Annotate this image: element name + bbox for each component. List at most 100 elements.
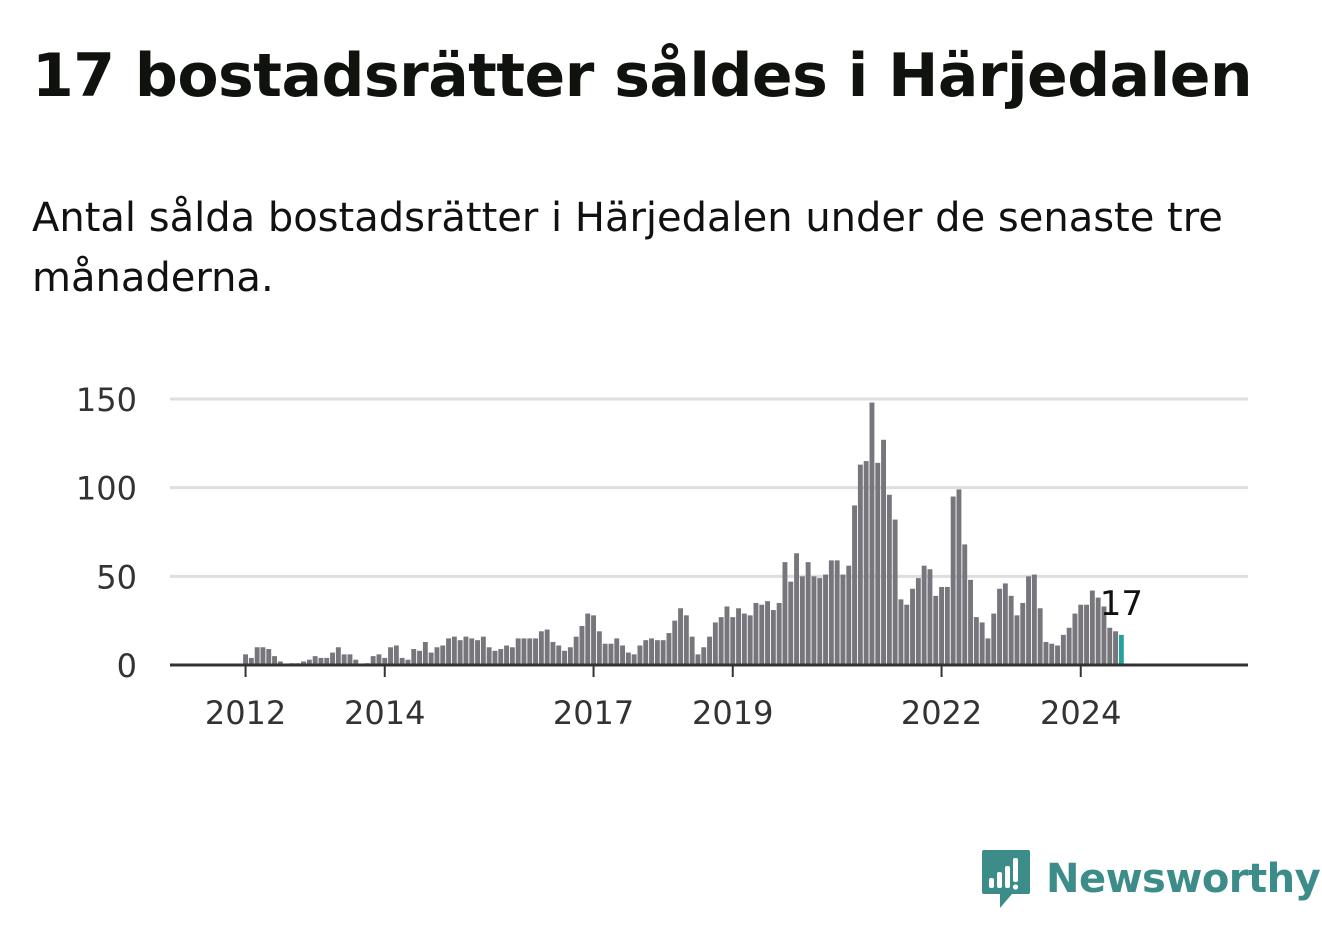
bars bbox=[243, 402, 1124, 665]
bar bbox=[741, 613, 747, 665]
bar bbox=[666, 633, 672, 665]
bar bbox=[997, 588, 1002, 665]
bar bbox=[1078, 604, 1084, 665]
bar bbox=[254, 647, 260, 665]
bar bbox=[921, 565, 927, 665]
bar bbox=[422, 641, 428, 665]
bar bbox=[846, 565, 852, 665]
bar bbox=[1089, 590, 1095, 665]
bar bbox=[730, 617, 736, 665]
bar bbox=[637, 645, 643, 665]
bar bbox=[382, 657, 388, 665]
x-tick-label: 2017 bbox=[553, 694, 634, 732]
bar bbox=[544, 629, 550, 665]
bar bbox=[765, 601, 770, 665]
bar bbox=[312, 656, 318, 665]
bar bbox=[463, 636, 469, 665]
bar bbox=[504, 645, 509, 665]
bar bbox=[991, 613, 997, 665]
bar bbox=[405, 659, 411, 665]
bar bbox=[480, 636, 486, 665]
last-value-annotation: 17 bbox=[1100, 584, 1143, 624]
bar bbox=[689, 636, 695, 665]
bar bbox=[973, 617, 979, 665]
bar bbox=[318, 657, 324, 665]
bar bbox=[1101, 606, 1107, 665]
bar bbox=[788, 581, 794, 665]
bar bbox=[898, 599, 904, 665]
bar bbox=[892, 519, 898, 665]
chart-speech-bubble-icon bbox=[982, 850, 1030, 908]
bar bbox=[1031, 574, 1037, 665]
bar bbox=[1026, 576, 1031, 665]
bar bbox=[1072, 613, 1078, 665]
bar bbox=[695, 654, 701, 665]
bar bbox=[324, 657, 330, 665]
y-tick-label: 50 bbox=[96, 558, 137, 596]
bar bbox=[649, 638, 654, 665]
bar bbox=[863, 461, 869, 665]
bar bbox=[944, 586, 950, 665]
bar bbox=[353, 659, 359, 665]
bar bbox=[550, 641, 556, 665]
bar bbox=[1084, 604, 1089, 665]
bar bbox=[643, 640, 649, 665]
bar bbox=[794, 553, 799, 665]
bar bbox=[602, 643, 608, 665]
bar bbox=[440, 645, 446, 665]
bar bbox=[347, 654, 353, 665]
bar bbox=[411, 649, 417, 665]
bar bbox=[457, 640, 463, 665]
bar bbox=[799, 576, 805, 665]
bar bbox=[712, 622, 718, 665]
x-tick-label: 2024 bbox=[1040, 694, 1121, 732]
bar bbox=[736, 608, 741, 665]
bar bbox=[567, 647, 573, 665]
bar bbox=[527, 638, 533, 665]
bar bbox=[724, 606, 730, 665]
bar bbox=[1113, 631, 1118, 665]
bar bbox=[950, 496, 956, 665]
bar bbox=[248, 657, 254, 665]
bar bbox=[1014, 615, 1020, 665]
bar bbox=[596, 631, 602, 665]
bar bbox=[852, 505, 857, 665]
bar bbox=[1055, 645, 1060, 665]
bar bbox=[388, 647, 393, 665]
chart-subtitle: Antal sålda bostadsrätter i Härjedalen u… bbox=[32, 195, 1223, 301]
bar bbox=[260, 647, 266, 665]
bar bbox=[376, 654, 382, 665]
bar bbox=[556, 645, 562, 665]
bar bbox=[625, 652, 631, 665]
bar bbox=[1060, 634, 1066, 665]
bar bbox=[614, 638, 620, 665]
y-tick-label: 150 bbox=[76, 381, 137, 419]
bar bbox=[985, 638, 991, 665]
bar bbox=[782, 562, 788, 665]
bar bbox=[1095, 597, 1101, 665]
bar bbox=[718, 617, 724, 665]
bar bbox=[1008, 595, 1014, 665]
bar bbox=[939, 586, 944, 665]
bar bbox=[1037, 608, 1043, 665]
bar bbox=[840, 574, 846, 665]
bar bbox=[243, 654, 248, 665]
bar bbox=[886, 494, 892, 665]
bar bbox=[585, 613, 591, 665]
bar bbox=[660, 640, 666, 665]
bar bbox=[915, 578, 921, 665]
x-tick-label: 2019 bbox=[692, 694, 773, 732]
bar bbox=[341, 654, 347, 665]
bar bbox=[1043, 641, 1049, 665]
bar bbox=[1002, 583, 1008, 665]
bar bbox=[306, 659, 312, 665]
bar bbox=[562, 650, 567, 665]
bar bbox=[747, 615, 753, 665]
chart-title: 17 bostadsrätter såldes i Härjedalen bbox=[32, 41, 1253, 111]
bar bbox=[533, 638, 538, 665]
bar-chart: 0 50 100 150 2012 2014 2017 2019 2022 2024 17 bbox=[76, 381, 1248, 732]
bar bbox=[1066, 627, 1072, 665]
bar bbox=[1049, 643, 1055, 665]
bar bbox=[881, 439, 886, 665]
bar bbox=[753, 602, 759, 665]
